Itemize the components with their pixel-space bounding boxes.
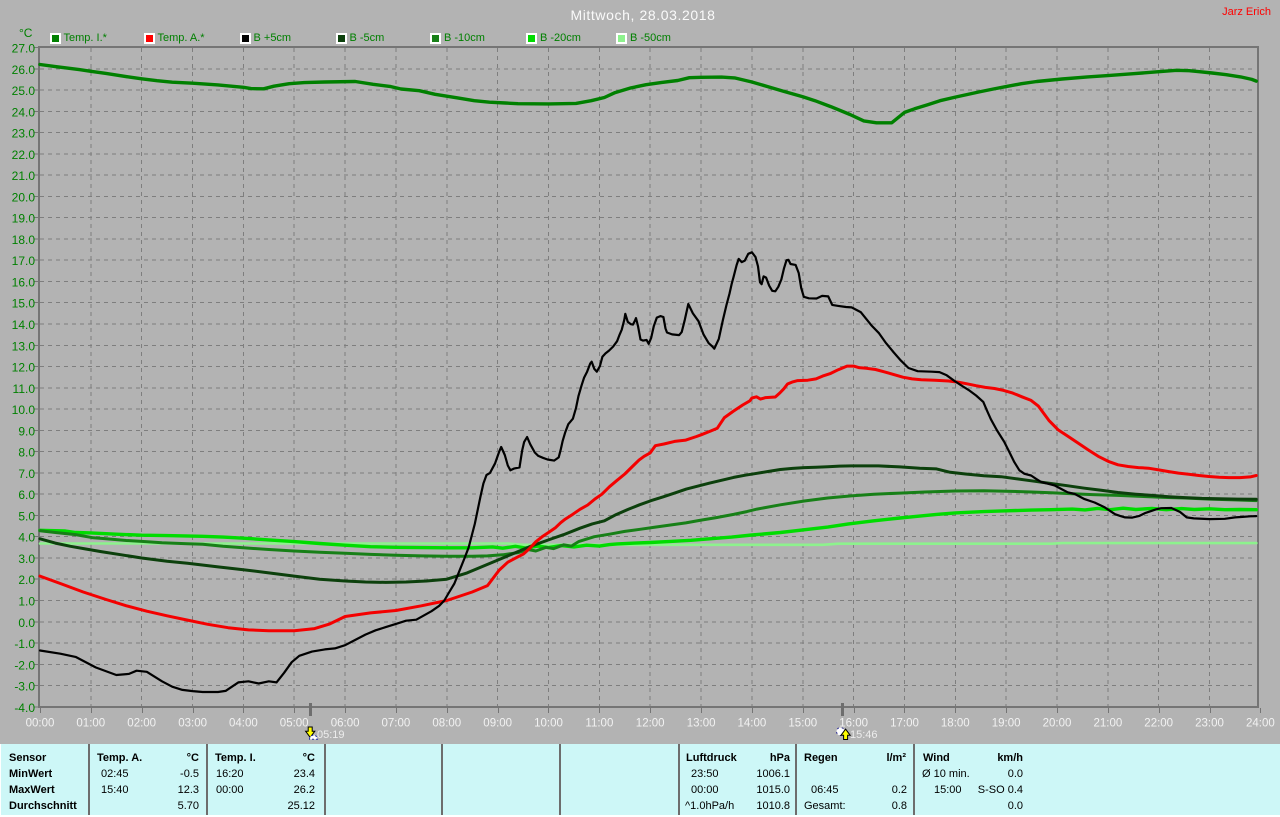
svg-text:-1.0: -1.0 — [14, 637, 35, 651]
svg-text:24:00: 24:00 — [1246, 718, 1275, 730]
svg-text:09:00: 09:00 — [483, 718, 512, 730]
svg-text:20:00: 20:00 — [1043, 718, 1072, 730]
svg-text:24.0: 24.0 — [12, 105, 36, 119]
svg-text:11.0: 11.0 — [13, 382, 36, 396]
svg-text:26.0: 26.0 — [12, 63, 36, 77]
svg-text:1.0: 1.0 — [18, 595, 35, 609]
svg-text:27.0: 27.0 — [12, 42, 36, 56]
svg-text:17.0: 17.0 — [12, 254, 36, 268]
svg-text:19:00: 19:00 — [992, 718, 1021, 730]
svg-text:14.0: 14.0 — [12, 318, 36, 332]
svg-text:9.0: 9.0 — [18, 424, 35, 438]
svg-text:15.0: 15.0 — [12, 297, 36, 311]
svg-text:12.0: 12.0 — [12, 361, 36, 375]
svg-text:8.0: 8.0 — [18, 446, 35, 460]
svg-text:16:00: 16:00 — [839, 718, 868, 730]
svg-text:4.0: 4.0 — [18, 531, 35, 545]
svg-text:15:46: 15:46 — [850, 729, 878, 741]
svg-text:14:00: 14:00 — [738, 718, 767, 730]
svg-text:10.0: 10.0 — [12, 403, 36, 417]
svg-text:25.0: 25.0 — [12, 84, 36, 98]
svg-text:11:00: 11:00 — [585, 718, 613, 730]
svg-text:20.0: 20.0 — [12, 190, 36, 204]
svg-text:3.0: 3.0 — [18, 552, 35, 566]
svg-text:22:00: 22:00 — [1144, 718, 1173, 730]
svg-text:6.0: 6.0 — [18, 488, 35, 502]
svg-text:06:00: 06:00 — [331, 718, 360, 730]
svg-text:21:00: 21:00 — [1094, 718, 1123, 730]
svg-text:19.0: 19.0 — [12, 212, 36, 226]
svg-text:02:00: 02:00 — [127, 718, 156, 730]
svg-text:08:00: 08:00 — [432, 718, 461, 730]
svg-text:7.0: 7.0 — [18, 467, 35, 481]
svg-text:-3.0: -3.0 — [14, 680, 35, 694]
svg-text:05:00: 05:00 — [280, 718, 309, 730]
svg-text:-4.0: -4.0 — [14, 701, 35, 715]
svg-text:-2.0: -2.0 — [14, 658, 35, 672]
svg-text:5.0: 5.0 — [18, 509, 35, 523]
svg-text:13.0: 13.0 — [12, 339, 36, 353]
svg-text:0.0: 0.0 — [18, 616, 35, 630]
svg-text:22.0: 22.0 — [12, 148, 36, 162]
svg-text:23.0: 23.0 — [12, 127, 36, 141]
svg-text:04:00: 04:00 — [229, 718, 258, 730]
svg-text:18.0: 18.0 — [12, 233, 36, 247]
svg-text:17:00: 17:00 — [890, 718, 919, 730]
svg-text:16.0: 16.0 — [12, 276, 36, 290]
svg-text:01:00: 01:00 — [76, 718, 105, 730]
svg-text:07:00: 07:00 — [382, 718, 411, 730]
svg-text:10:00: 10:00 — [534, 718, 563, 730]
svg-text:2.0: 2.0 — [18, 573, 35, 587]
svg-text:15:00: 15:00 — [788, 718, 817, 730]
svg-text:23:00: 23:00 — [1195, 718, 1224, 730]
svg-text:21.0: 21.0 — [12, 169, 36, 183]
svg-text:18:00: 18:00 — [941, 718, 970, 730]
svg-text:03:00: 03:00 — [178, 718, 207, 730]
svg-text:05:19: 05:19 — [317, 729, 345, 741]
svg-text:12:00: 12:00 — [636, 718, 665, 730]
svg-text:00:00: 00:00 — [26, 718, 55, 730]
svg-text:13:00: 13:00 — [687, 718, 716, 730]
